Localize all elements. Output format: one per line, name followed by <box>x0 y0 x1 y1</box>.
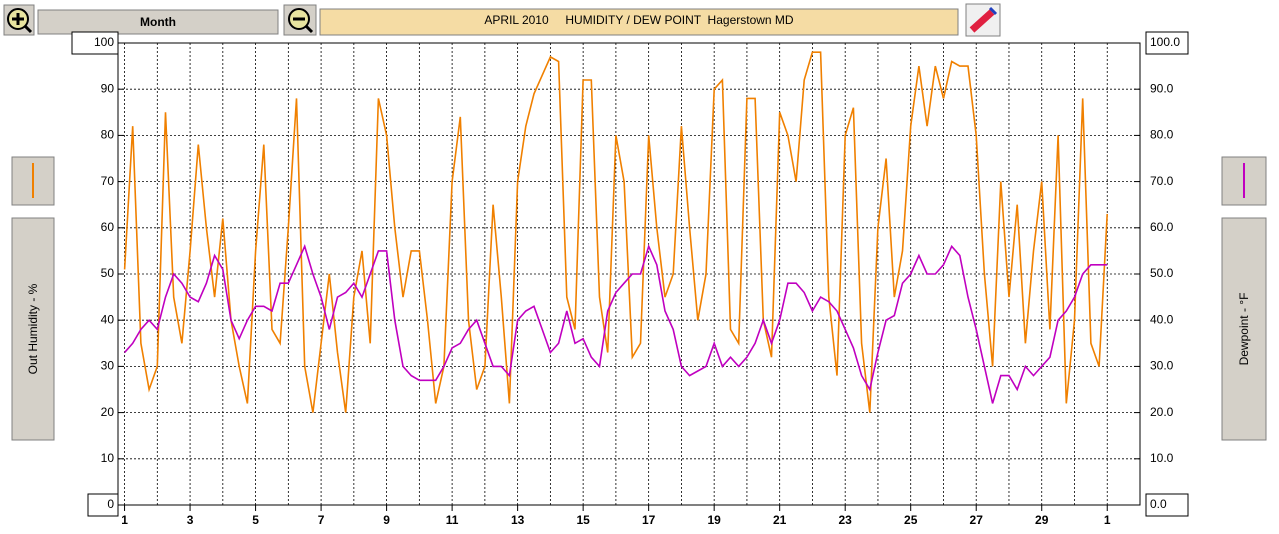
y2-tick-label: 20.0 <box>1150 405 1174 419</box>
y2-tick-label: 50.0 <box>1150 266 1174 280</box>
y2-tick-label: 90.0 <box>1150 81 1174 95</box>
y-tick-label: 80 <box>101 128 115 142</box>
y-tick-label: 20 <box>101 405 115 419</box>
humidity-legend-button[interactable] <box>11 156 55 206</box>
y2-tick-label: 40.0 <box>1150 312 1174 326</box>
y-tick-label: 60 <box>101 220 115 234</box>
x-tick-label: 21 <box>773 513 787 527</box>
y2-tick-label: 100.0 <box>1150 35 1180 49</box>
y2-tick-label: 60.0 <box>1150 220 1174 234</box>
period-label: Month <box>140 15 176 29</box>
y-tick-label: 100 <box>94 35 114 49</box>
tick-box <box>1145 31 1189 55</box>
y-tick-label: 50 <box>101 266 115 280</box>
x-tick-label: 15 <box>576 513 590 527</box>
x-tick-label: 27 <box>970 513 984 527</box>
x-tick-label: 5 <box>252 513 259 527</box>
x-tick-label: 1 <box>1104 513 1111 527</box>
y2-tick-label: 0.0 <box>1150 497 1167 511</box>
tool-icon[interactable] <box>965 3 1001 37</box>
x-tick-label: 25 <box>904 513 918 527</box>
tick-box <box>1145 493 1189 517</box>
y2-tick-label: 30.0 <box>1150 359 1174 373</box>
series-line <box>123 51 1108 413</box>
y2-tick-label: 10.0 <box>1150 451 1174 465</box>
x-tick-label: 11 <box>446 513 459 527</box>
y-tick-label: 30 <box>101 359 115 373</box>
y-tick-label: 90 <box>101 81 115 95</box>
x-tick-label: 13 <box>511 513 525 527</box>
x-tick-label: 29 <box>1035 513 1049 527</box>
zoom-in-button[interactable] <box>3 4 35 36</box>
title-box <box>319 8 959 36</box>
x-tick-label: 3 <box>187 513 194 527</box>
dewpoint-legend-button[interactable] <box>1221 156 1267 206</box>
y-axis-label: Out Humidity - % <box>26 283 40 374</box>
y2-tick-label: 70.0 <box>1150 174 1174 188</box>
x-tick-label: 9 <box>383 513 390 527</box>
series-line <box>123 243 1108 404</box>
y-tick-label: 10 <box>101 451 115 465</box>
x-tick-label: 19 <box>707 513 721 527</box>
y-tick-label: 0 <box>107 497 114 511</box>
y-tick-label: 70 <box>101 174 115 188</box>
x-tick-label: 23 <box>839 513 853 527</box>
x-tick-label: 17 <box>642 513 656 527</box>
y-axis-label-box <box>11 217 55 441</box>
x-tick-label: 7 <box>318 513 325 527</box>
chart-title: APRIL 2010 HUMIDITY / DEW POINT Hagersto… <box>484 13 794 27</box>
zoom-out-button[interactable] <box>283 4 317 36</box>
x-tick-label: 1 <box>121 513 128 527</box>
y2-tick-label: 80.0 <box>1150 128 1174 142</box>
period-button[interactable]: Month <box>37 9 279 35</box>
y2-axis-label-box <box>1221 217 1267 441</box>
y2-axis-label: Dewpoint - °F <box>1237 293 1251 366</box>
y-tick-label: 40 <box>101 312 115 326</box>
